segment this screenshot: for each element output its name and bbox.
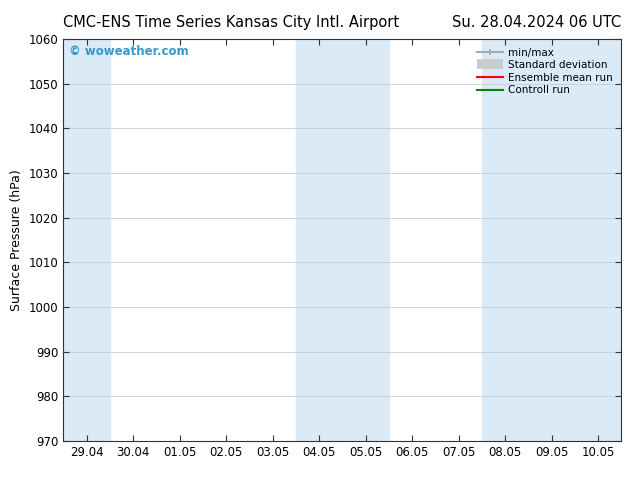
Text: Su. 28.04.2024 06 UTC: Su. 28.04.2024 06 UTC bbox=[452, 15, 621, 30]
Text: © woweather.com: © woweather.com bbox=[69, 45, 188, 58]
Legend: min/max, Standard deviation, Ensemble mean run, Controll run: min/max, Standard deviation, Ensemble me… bbox=[474, 45, 616, 98]
Y-axis label: Surface Pressure (hPa): Surface Pressure (hPa) bbox=[10, 169, 23, 311]
Bar bbox=[63, 39, 110, 441]
Bar bbox=[296, 39, 389, 441]
Text: CMC-ENS Time Series Kansas City Intl. Airport: CMC-ENS Time Series Kansas City Intl. Ai… bbox=[63, 15, 399, 30]
Bar bbox=[482, 39, 621, 441]
